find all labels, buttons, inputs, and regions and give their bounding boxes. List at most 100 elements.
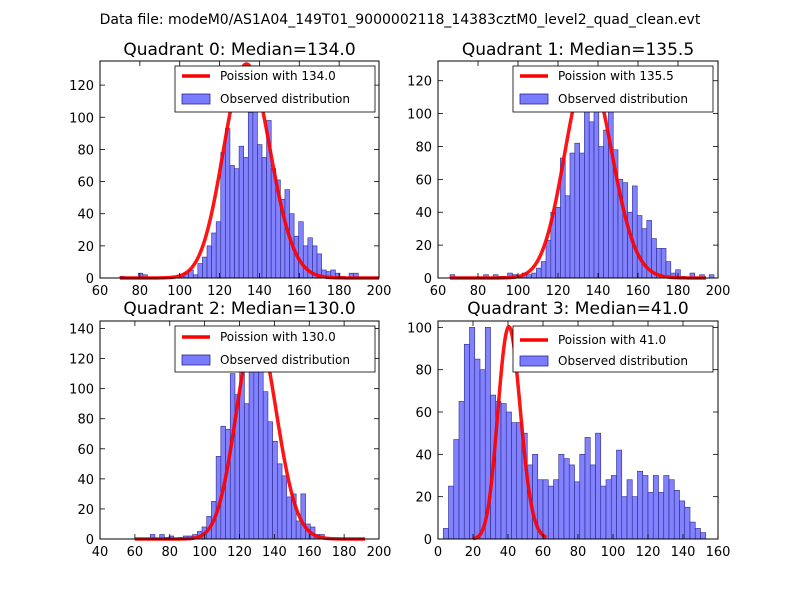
axes-frame xyxy=(99,60,380,279)
quadrant-0-panel: Quadrant 0: Median=134.0 60 80 100 120 140 16… xyxy=(69,40,391,299)
y-tick-label: 80 xyxy=(77,143,94,158)
y-tick-label: 20 xyxy=(77,503,94,518)
x-tick-label: 200 xyxy=(367,545,392,560)
histogram-bar xyxy=(647,492,654,540)
histogram-bar xyxy=(458,401,465,540)
histogram-bar xyxy=(558,454,565,540)
histogram-bar xyxy=(652,475,659,540)
y-tick-label: 100 xyxy=(69,111,94,126)
quadrant-3-bars xyxy=(442,327,707,540)
quadrant-3-poisson-curve xyxy=(472,324,548,541)
x-tick-label: 140 xyxy=(671,545,696,560)
histogram-bar xyxy=(584,437,591,540)
y-tick-label: 0 xyxy=(424,533,432,548)
x-tick-label: 100 xyxy=(167,284,192,299)
histogram-bar xyxy=(211,232,217,279)
histogram-bar xyxy=(555,207,561,279)
y-tick-label: 40 xyxy=(77,473,94,488)
histogram-bar xyxy=(660,248,667,279)
histogram-bar xyxy=(595,432,602,540)
histogram-bar xyxy=(598,146,604,279)
x-tick-label: 140 xyxy=(247,284,272,299)
quadrant-0-legend: Poission with 134.0 Observed distributio… xyxy=(174,65,376,113)
histogram-bar xyxy=(229,165,235,279)
x-tick-label: 120 xyxy=(636,545,661,560)
legend-poisson-label: Poission with 134.0 xyxy=(220,69,336,83)
histogram-bar xyxy=(281,475,288,540)
histogram-bar xyxy=(540,261,547,279)
histogram-bar xyxy=(272,440,278,540)
histogram-bar xyxy=(610,475,617,540)
histogram-bar xyxy=(215,221,222,279)
histogram-bar xyxy=(622,182,628,279)
histogram-bar xyxy=(700,532,707,540)
histogram-bar xyxy=(505,411,512,540)
x-tick-label: 60 xyxy=(535,545,552,560)
x-tick-label: 140 xyxy=(586,284,611,299)
y-tick-label: 20 xyxy=(77,240,94,255)
y-tick-label: 80 xyxy=(77,413,94,428)
quadrant-1-title: Quadrant 1: Median=135.5 xyxy=(462,40,694,60)
histogram-bar xyxy=(563,458,570,540)
x-tick-label: 60 xyxy=(127,545,144,560)
histogram-bar xyxy=(453,439,460,540)
legend-poisson-label: Poission with 41.0 xyxy=(558,333,666,347)
histogram-bar xyxy=(257,144,263,279)
histogram-bar xyxy=(277,463,283,540)
histogram-bar xyxy=(253,343,259,540)
y-tick-label: 40 xyxy=(415,206,432,221)
x-tick-label: 180 xyxy=(666,284,691,299)
x-tick-label: 160 xyxy=(287,284,312,299)
histogram-bar xyxy=(689,521,696,540)
histogram-bar xyxy=(632,185,638,279)
quadrant-0-title: Quadrant 0: Median=134.0 xyxy=(123,40,355,60)
quadrant-2-legend: Poission with 130.0 Observed distributio… xyxy=(174,325,376,373)
histogram-bar xyxy=(243,157,249,279)
x-tick-label: 40 xyxy=(92,545,109,560)
histogram-bar xyxy=(545,239,552,279)
histogram-bar xyxy=(684,506,691,540)
histogram-bar xyxy=(479,369,486,540)
histogram-bar xyxy=(542,479,549,540)
quadrant-0-axes: 60 80 100 120 140 160 180 200 0 20 40 60 80 100 120 xyxy=(69,60,392,299)
y-tick-label: 0 xyxy=(424,272,432,287)
histogram-bar xyxy=(202,256,208,279)
histogram-bar xyxy=(262,391,269,540)
histogram-bar xyxy=(637,470,644,540)
quadrant-2-panel: Quadrant 2: Median=130.0 40 60 80 100 120 140… xyxy=(69,299,391,560)
histogram-bar xyxy=(442,528,449,540)
x-tick-label: 200 xyxy=(706,284,731,299)
histogram-bar xyxy=(463,343,470,540)
histogram-bar xyxy=(500,403,507,540)
histogram-bar xyxy=(579,152,585,279)
histogram-bar xyxy=(295,520,302,540)
histogram-bar xyxy=(258,358,264,540)
figure-title: Data file: modeM0/AS1A04_149T01_90000021… xyxy=(100,12,701,28)
x-tick-label: 160 xyxy=(297,545,322,560)
y-tick-label: 0 xyxy=(86,533,94,548)
histogram-bar xyxy=(267,421,273,540)
y-tick-label: 100 xyxy=(69,383,94,398)
y-tick-label: 60 xyxy=(415,173,432,188)
histogram-bar xyxy=(206,245,212,279)
x-tick-label: 120 xyxy=(546,284,571,299)
histogram-bar xyxy=(568,464,575,540)
x-tick-label: 200 xyxy=(367,284,392,299)
histogram-bar xyxy=(511,422,518,540)
quadrant-3-axes: 0 20 40 60 80 100 120 140 160 0 20 40 60 80 100 xyxy=(407,320,730,560)
y-tick-label: 60 xyxy=(77,443,94,458)
histogram-bar xyxy=(658,492,665,540)
x-tick-label: 80 xyxy=(570,545,587,560)
y-tick-label: 140 xyxy=(69,323,94,338)
y-tick-label: 120 xyxy=(69,79,94,94)
y-tick-label: 20 xyxy=(415,491,432,506)
histogram-bar xyxy=(574,142,580,279)
x-tick-label: 180 xyxy=(327,284,352,299)
histogram-bar xyxy=(588,121,595,279)
x-tick-label: 180 xyxy=(332,545,357,560)
histogram-bar xyxy=(238,145,244,279)
x-tick-label: 80 xyxy=(470,284,487,299)
quadrant-1-axes: 60 80 100 120 140 160 180 200 0 20 40 60 80 100 120 xyxy=(407,60,731,299)
x-tick-label: 100 xyxy=(506,284,531,299)
